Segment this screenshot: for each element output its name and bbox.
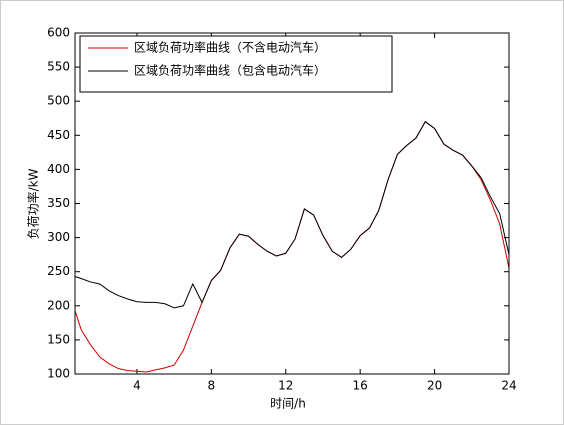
x-tick-label: 12 (278, 379, 293, 393)
legend-label: 区域负荷功率曲线（包含电动汽车） (134, 63, 326, 78)
axes-frame (74, 32, 510, 375)
y-tick-label: 500 (47, 94, 70, 108)
y-tick-label: 600 (47, 26, 70, 40)
x-tick-label: 24 (501, 379, 516, 393)
x-tick-label: 20 (427, 379, 442, 393)
y-tick-label: 300 (47, 230, 70, 244)
y-tick-label: 100 (47, 367, 70, 381)
y-tick-label: 550 (47, 60, 70, 74)
x-axis-label: 时间/h (270, 397, 306, 411)
legend-box (79, 35, 393, 93)
y-tick-label: 350 (47, 196, 70, 210)
legend-label: 区域负荷功率曲线（不含电动汽车） (134, 40, 326, 55)
y-tick-label: 400 (47, 162, 70, 176)
y-tick-label: 250 (47, 264, 70, 278)
y-tick-label: 450 (47, 128, 70, 142)
y-axis-label: 负荷功率/kW (26, 168, 41, 239)
x-tick-label: 16 (353, 379, 368, 393)
y-tick-label: 150 (47, 332, 70, 346)
x-tick-label: 8 (208, 379, 216, 393)
x-tick-label: 4 (133, 379, 141, 393)
series-line (74, 120, 510, 309)
y-tick-label: 200 (47, 298, 70, 312)
